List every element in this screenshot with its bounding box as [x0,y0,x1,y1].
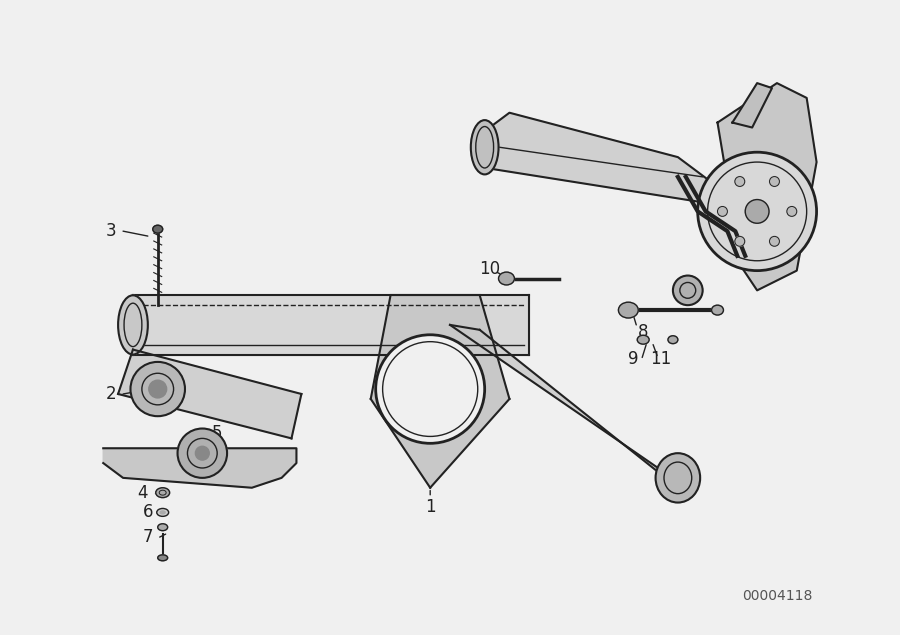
Circle shape [375,335,485,443]
Text: 2: 2 [106,385,116,403]
Text: 6: 6 [142,504,153,521]
Circle shape [770,177,779,187]
Ellipse shape [668,336,678,344]
Polygon shape [118,350,302,438]
Ellipse shape [118,295,148,354]
Ellipse shape [177,429,227,478]
Text: 7: 7 [142,528,153,546]
Ellipse shape [655,453,700,502]
Ellipse shape [157,509,168,516]
Circle shape [734,177,744,187]
Ellipse shape [153,225,163,233]
Polygon shape [133,295,529,354]
Text: 11: 11 [651,351,671,368]
Ellipse shape [618,302,638,318]
Polygon shape [733,83,772,128]
Text: 4: 4 [138,484,148,502]
Circle shape [770,236,779,246]
Text: 1: 1 [425,498,436,516]
Circle shape [673,276,703,305]
Text: 10: 10 [479,260,500,277]
Text: 5: 5 [212,424,222,443]
Text: 9: 9 [628,351,638,368]
Ellipse shape [158,524,167,531]
Text: 3: 3 [106,222,116,240]
Ellipse shape [156,488,169,498]
Ellipse shape [471,120,499,175]
Polygon shape [480,113,717,201]
Polygon shape [104,448,296,488]
Ellipse shape [158,555,167,561]
Ellipse shape [148,380,166,398]
Ellipse shape [130,362,185,416]
Polygon shape [371,295,509,488]
Text: 8: 8 [638,323,648,341]
Ellipse shape [712,305,724,315]
Circle shape [698,152,816,271]
Polygon shape [450,325,678,488]
Ellipse shape [499,272,515,285]
Ellipse shape [160,511,166,514]
Ellipse shape [195,446,209,460]
Polygon shape [717,83,816,290]
Circle shape [717,206,727,217]
Circle shape [734,236,744,246]
Circle shape [745,199,769,224]
Text: 00004118: 00004118 [742,589,812,603]
Circle shape [787,206,796,217]
Ellipse shape [637,335,649,344]
